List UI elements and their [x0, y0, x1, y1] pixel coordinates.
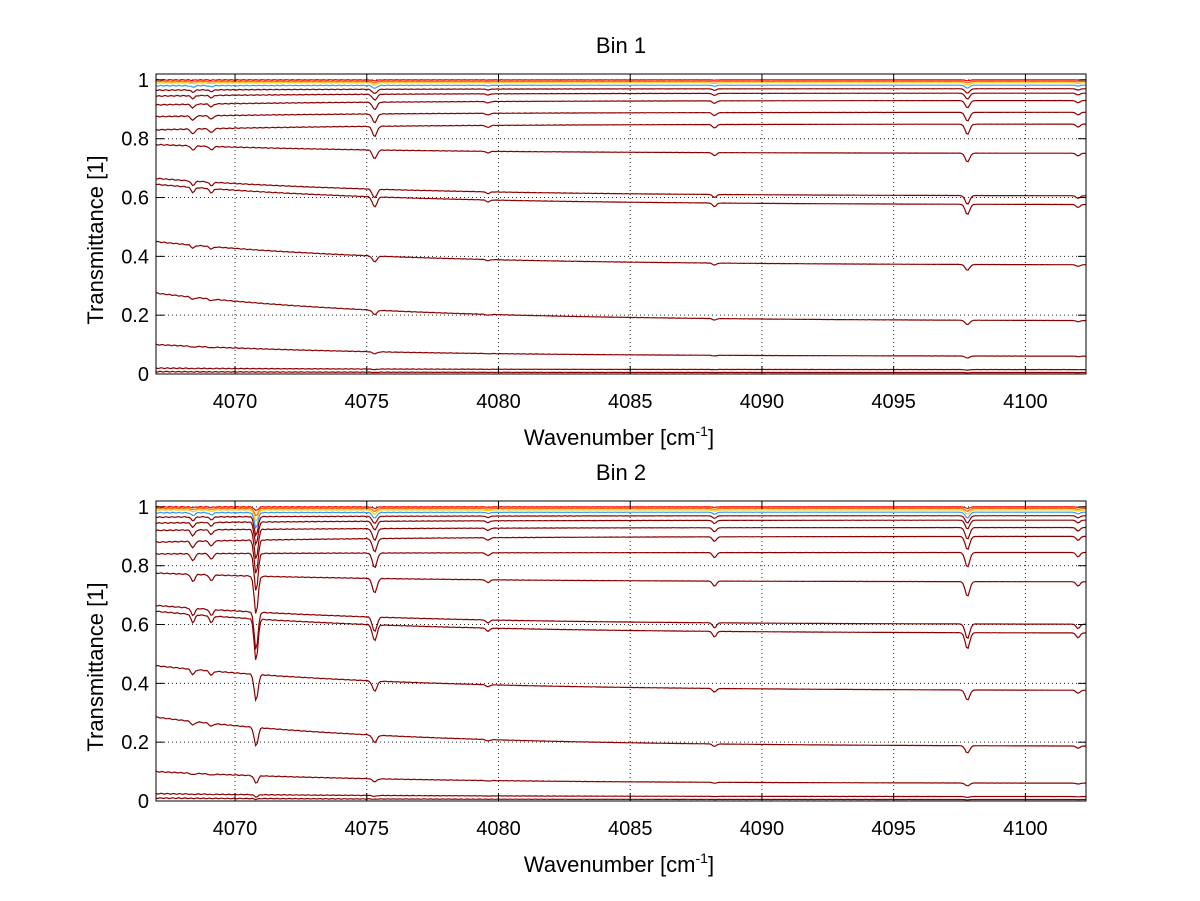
series-line: [155, 519, 1086, 547]
series-line: [155, 515, 1087, 538]
x-tick-label: 4080: [476, 818, 521, 840]
chart-title: Bin 1: [596, 33, 646, 58]
series-line: [155, 507, 1087, 517]
y-tick-label: 0.6: [121, 615, 149, 637]
y-tick-label: 0: [138, 791, 149, 813]
y-tick-label: 1: [138, 70, 149, 92]
series-line: [155, 240, 1086, 271]
series-line: [155, 143, 1086, 163]
series-line: [155, 183, 1086, 215]
series-line: [155, 526, 1086, 559]
y-tick-label: 0.4: [121, 246, 149, 268]
series-line: [155, 123, 1086, 138]
series-line: [155, 511, 1086, 530]
series-line: [155, 78, 1086, 82]
x-tick-label: 4075: [345, 391, 390, 413]
series-line: [155, 535, 1086, 574]
subplot-bin-1: Bin 1 Transmittance [1] Wavenumber [cm-1…: [83, 33, 1087, 450]
series-line: [155, 770, 1087, 787]
series-line: [155, 111, 1086, 124]
chart-title: Bin 2: [596, 460, 646, 485]
y-tick-label: 0.2: [121, 732, 149, 754]
series-line: [156, 292, 1087, 326]
series-line: [155, 99, 1086, 111]
plot-frame: [155, 73, 1087, 375]
y-axis-label: Transmittance [1]: [83, 582, 108, 751]
x-tick-label: 4095: [871, 818, 916, 840]
y-axis-label: Transmittance [1]: [83, 155, 108, 324]
series-line: [155, 572, 1087, 614]
series-line: [155, 797, 1086, 801]
x-axis-label: Wavenumber [cm-1]: [524, 850, 714, 877]
x-tick-label: 4075: [345, 818, 390, 840]
series-line: [155, 370, 1086, 374]
series-line: [155, 343, 1087, 359]
y-tick-label: 1: [138, 497, 149, 519]
series-line: [156, 716, 1087, 754]
plot-frame: [155, 500, 1087, 802]
series-line: [155, 604, 1086, 650]
series-line: [155, 88, 1087, 95]
x-tick-label: 4100: [1003, 818, 1048, 840]
series-line: [155, 92, 1086, 101]
series-line: [155, 551, 1086, 591]
series-line: [155, 792, 1087, 799]
x-tick-label: 4080: [476, 391, 521, 413]
series-line: [155, 505, 1086, 511]
series-line: [155, 367, 1086, 371]
series-line: [155, 81, 1086, 86]
subplot-bin-2: Bin 2 Transmittance [1] Wavenumber [cm-1…: [83, 460, 1087, 877]
y-tick-label: 0.6: [121, 188, 149, 210]
series-line: [155, 177, 1087, 205]
x-tick-label: 4090: [740, 818, 785, 840]
y-tick-label: 0.2: [121, 305, 149, 327]
x-tick-label: 4090: [740, 391, 785, 413]
x-tick-label: 4100: [1003, 391, 1048, 413]
y-tick-label: 0.8: [121, 129, 149, 151]
series-line: [155, 80, 1087, 84]
x-tick-label: 4085: [608, 818, 653, 840]
x-tick-label: 4070: [213, 818, 258, 840]
series-line: [155, 610, 1087, 660]
y-tick-label: 0: [138, 364, 149, 386]
y-tick-label: 0.8: [121, 556, 149, 578]
y-tick-label: 0.4: [121, 673, 149, 695]
x-tick-label: 4095: [871, 391, 916, 413]
x-tick-label: 4070: [213, 391, 258, 413]
series-line: [155, 84, 1086, 89]
x-axis-label: Wavenumber [cm-1]: [524, 423, 714, 450]
series-line: [155, 664, 1086, 703]
series-line: [155, 508, 1086, 523]
x-tick-label: 4085: [608, 391, 653, 413]
